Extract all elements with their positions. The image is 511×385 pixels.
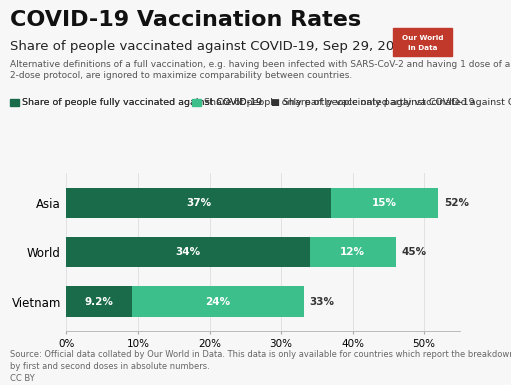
Text: Share of people fully vaccinated against COVID-19: Share of people fully vaccinated against… xyxy=(22,98,263,107)
Text: 24%: 24% xyxy=(205,296,230,306)
Text: 9.2%: 9.2% xyxy=(85,296,114,306)
Text: COVID-19 Vaccination Rates: COVID-19 Vaccination Rates xyxy=(10,10,361,30)
Text: 12%: 12% xyxy=(340,247,365,257)
Bar xyxy=(66,237,310,268)
Bar xyxy=(66,286,132,317)
Text: in Data: in Data xyxy=(408,45,437,51)
Text: 34%: 34% xyxy=(175,247,201,257)
Bar xyxy=(331,187,438,218)
Bar xyxy=(132,286,304,317)
Text: 37%: 37% xyxy=(186,198,212,208)
Text: Alternative definitions of a full vaccination, e.g. having been infected with SA: Alternative definitions of a full vaccin… xyxy=(10,60,510,80)
Text: Our World: Our World xyxy=(402,35,444,41)
Text: 45%: 45% xyxy=(401,247,426,257)
Text: 15%: 15% xyxy=(373,198,397,208)
Bar xyxy=(66,187,331,218)
Text: 33%: 33% xyxy=(310,296,335,306)
Text: Share of people only partly vaccinated against COVID-19: Share of people only partly vaccinated a… xyxy=(204,98,475,107)
Text: Source: Official data collated by Our World in Data. This data is only available: Source: Official data collated by Our Wo… xyxy=(10,350,511,383)
Text: Share of people vaccinated against COVID-19, Sep 29, 2021: Share of people vaccinated against COVID… xyxy=(10,40,411,54)
Text: 52%: 52% xyxy=(444,198,469,208)
Bar xyxy=(310,237,396,268)
Text: ■ Share of people fully vaccinated against COVID-19   ■ Share of people only par: ■ Share of people fully vaccinated again… xyxy=(10,98,511,107)
